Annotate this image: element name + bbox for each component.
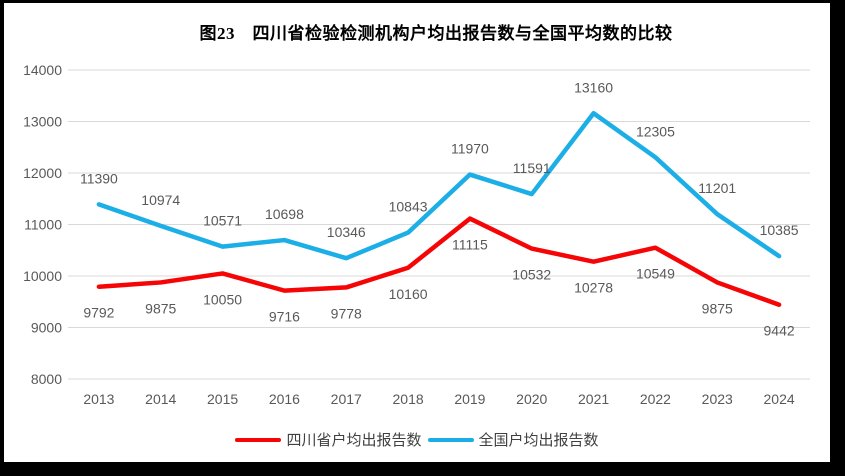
x-tick-label: 2019 bbox=[454, 391, 485, 407]
data-label: 10974 bbox=[141, 192, 180, 208]
data-label: 10549 bbox=[636, 266, 675, 282]
data-label: 10346 bbox=[327, 224, 366, 240]
data-label: 10843 bbox=[389, 199, 428, 215]
series-line bbox=[96, 111, 782, 261]
y-tick-label: 8000 bbox=[31, 371, 62, 387]
y-tick-label: 13000 bbox=[23, 114, 62, 130]
data-label: 10698 bbox=[265, 206, 304, 222]
x-tick-label: 2013 bbox=[83, 391, 114, 407]
sichuan-line-swatch bbox=[235, 437, 282, 442]
series-line bbox=[96, 216, 782, 307]
y-tick-label: 14000 bbox=[23, 62, 62, 78]
data-label: 10278 bbox=[574, 280, 613, 296]
data-label: 11970 bbox=[451, 141, 489, 157]
line-chart: 8000 9000 10000 11000 12000 13000 14000 2013 201… bbox=[23, 62, 810, 407]
data-label: 11201 bbox=[698, 180, 736, 196]
data-label: 10571 bbox=[203, 213, 242, 229]
data-label: 11115 bbox=[452, 237, 488, 253]
x-tick-label: 2016 bbox=[269, 391, 300, 407]
data-label: 9792 bbox=[83, 305, 114, 321]
x-tick-label: 2024 bbox=[764, 391, 795, 407]
legend-item-sichuan: 四川省户均出报告数 bbox=[235, 429, 422, 450]
y-tick-label: 12000 bbox=[23, 165, 62, 181]
data-label: 9442 bbox=[764, 323, 795, 339]
chart-title: 图23 四川省检验检测机构户均出报告数与全国平均数的比较 bbox=[199, 24, 673, 43]
legend-label-national: 全国户均出报告数 bbox=[478, 432, 599, 449]
data-label: 13160 bbox=[574, 79, 613, 95]
chart-legend: 四川省户均出报告数 全国户均出报告数 bbox=[4, 429, 830, 450]
legend-label-sichuan: 四川省户均出报告数 bbox=[286, 432, 422, 449]
legend-item-national: 全国户均出报告数 bbox=[427, 429, 599, 450]
data-label: 11390 bbox=[80, 170, 118, 186]
chart-panel: 图23 四川省检验检测机构户均出报告数与全国平均数的比较 8000 9000 100… bbox=[4, 3, 830, 462]
data-label: 9778 bbox=[331, 305, 362, 321]
data-label: 9716 bbox=[269, 309, 300, 325]
x-tick-label: 2020 bbox=[516, 391, 547, 407]
national-line-swatch bbox=[427, 437, 474, 442]
data-label: 9875 bbox=[145, 300, 176, 316]
data-label: 9875 bbox=[702, 300, 733, 316]
x-tick-label: 2023 bbox=[702, 391, 733, 407]
data-label: 10532 bbox=[512, 267, 551, 283]
data-label: 10050 bbox=[203, 291, 242, 307]
x-tick-label: 2014 bbox=[145, 391, 176, 407]
x-tick-label: 2017 bbox=[331, 391, 362, 407]
y-tick-label: 11000 bbox=[24, 217, 62, 233]
x-tick-label: 2018 bbox=[393, 391, 424, 407]
y-tick-label: 10000 bbox=[23, 268, 62, 284]
data-label: 11591 bbox=[513, 160, 551, 176]
x-tick-label: 2015 bbox=[207, 391, 238, 407]
x-tick-label: 2022 bbox=[640, 391, 671, 407]
data-label: 12305 bbox=[636, 123, 675, 139]
data-label: 10160 bbox=[389, 286, 428, 302]
x-tick-label: 2021 bbox=[578, 391, 609, 407]
y-tick-label: 9000 bbox=[31, 320, 62, 336]
data-label: 10385 bbox=[760, 222, 799, 238]
